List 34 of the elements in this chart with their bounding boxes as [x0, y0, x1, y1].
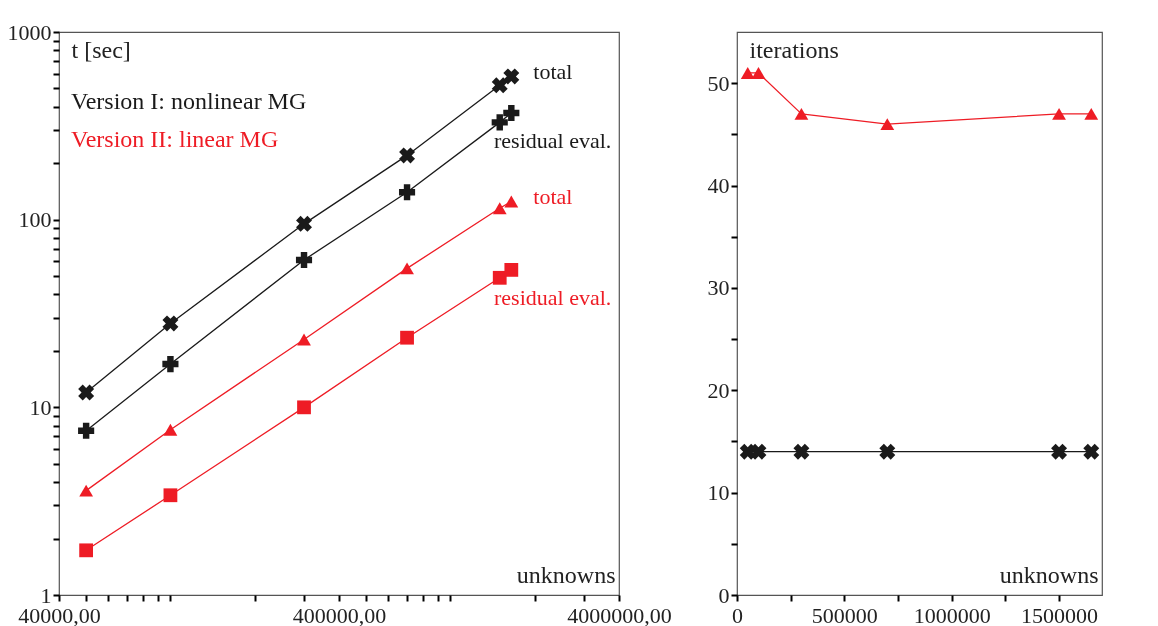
x-axis-title: unknowns: [999, 561, 1099, 588]
y-tick-label: 40: [707, 173, 730, 199]
point: [751, 66, 766, 79]
y-axis-title: iterations: [749, 36, 839, 63]
series-label: total: [533, 184, 573, 210]
annotation: Version I: nonlinear MG: [71, 88, 307, 114]
point: [1051, 443, 1068, 460]
point: [793, 443, 810, 460]
x-tick-label: 1000000: [913, 602, 991, 626]
series-label: residual eval.: [494, 128, 612, 154]
y-axis-title: t [sec]: [71, 36, 131, 63]
point: [1052, 107, 1066, 120]
x-tick-label: 500000: [811, 602, 878, 626]
y-tick-label: 0: [718, 582, 730, 608]
y-tick-label: 30: [707, 275, 730, 301]
y-tick-label: 50: [707, 70, 730, 96]
y-tick-label: 20: [707, 377, 730, 403]
point: [879, 443, 896, 460]
x-axis-title: unknowns: [516, 561, 616, 588]
point: [740, 66, 755, 79]
series-label: total: [533, 59, 573, 85]
annotation: Version II: linear MG: [71, 126, 279, 152]
point: [880, 118, 895, 131]
y-tick-label: 10: [707, 480, 730, 506]
y-tick-label: 10: [29, 394, 52, 420]
point: [1084, 107, 1099, 120]
point: [1083, 443, 1100, 460]
series-label: residual eval.: [494, 284, 612, 310]
x-tick-label: 400000,00: [292, 602, 387, 626]
y-tick-label: 100: [18, 207, 52, 233]
x-tick-label: 4000000,00: [567, 602, 672, 626]
y-tick-label: 1000: [7, 19, 52, 45]
point: [794, 107, 809, 120]
x-tick-label: 1500000: [1021, 602, 1099, 626]
